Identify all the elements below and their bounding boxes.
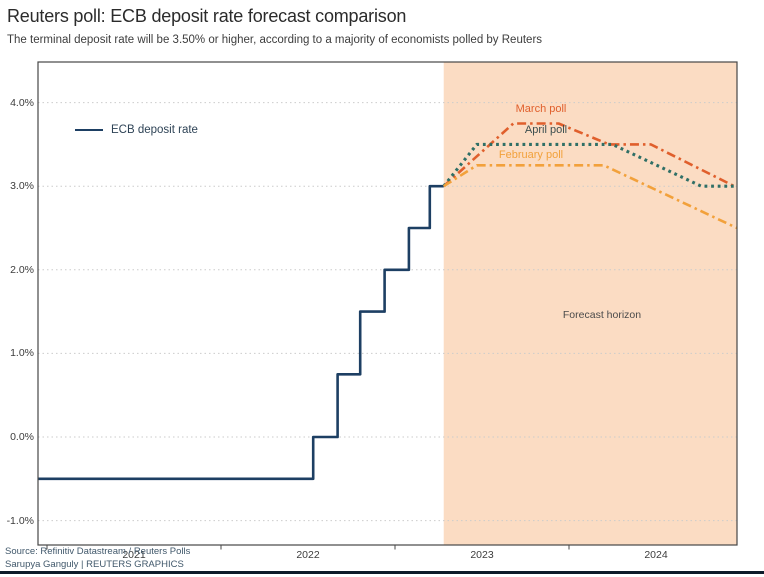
y-axis-label: -1.0% (6, 514, 34, 527)
credit-text: Sarupya Ganguly | REUTERS GRAPHICS (5, 559, 184, 570)
forecast-horizon-region (443, 62, 737, 545)
y-axis-label: 1.0% (10, 347, 34, 360)
series-february-poll (443, 164, 738, 230)
legend-label: ECB deposit rate (111, 124, 198, 136)
plot-border (37, 61, 738, 546)
series-april-poll (442, 142, 737, 188)
legend: ECB deposit rate (75, 124, 198, 136)
series-march-poll (442, 122, 735, 188)
legend-line-swatch (75, 129, 103, 131)
march-poll-label: March poll (515, 103, 567, 115)
bottom-rule (0, 570, 764, 574)
y-axis-label: 3.0% (10, 180, 34, 193)
page-subtitle: The terminal deposit rate will be 3.50% … (7, 34, 543, 46)
forecast-horizon-label: Forecast horizon (562, 309, 642, 321)
x-axis-label: 2021 (122, 549, 146, 561)
y-axis-label: 4.0% (10, 96, 34, 109)
april-poll-label: April poll (524, 124, 568, 136)
page-title: Reuters poll: ECB deposit rate forecast … (7, 6, 407, 26)
x-axis-label: 2024 (644, 549, 668, 561)
x-axis-label: 2022 (296, 549, 320, 561)
source-text: Source: Refinitiv Datastream / Reuters P… (5, 546, 191, 557)
february-poll-label: February poll (498, 149, 564, 161)
y-axis-label: 0.0% (10, 431, 34, 443)
y-axis-label: 2.0% (10, 263, 34, 276)
series-ecb-deposit-rate (38, 184, 444, 481)
x-axis-label: 2023 (470, 549, 494, 561)
